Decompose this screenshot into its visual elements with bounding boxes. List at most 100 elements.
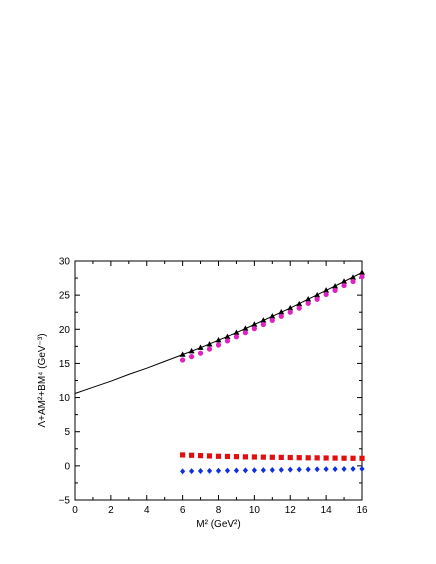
- circle-marker: [359, 274, 365, 280]
- x-tick-label: 0: [72, 505, 78, 516]
- diamond-marker: [359, 465, 365, 472]
- data-marks: [179, 269, 365, 475]
- circle-marker: [251, 326, 257, 332]
- triangle-marker: [350, 274, 357, 280]
- circle-marker: [197, 350, 204, 356]
- diamond-marker: [233, 467, 240, 474]
- square-marker: [251, 454, 257, 460]
- triangle-marker: [287, 304, 294, 311]
- triangle-marker: [305, 296, 312, 302]
- x-tick-label: 14: [321, 505, 333, 516]
- triangle-marker: [206, 341, 213, 347]
- diamond-marker: [260, 467, 266, 474]
- x-tick-label: 10: [249, 505, 261, 516]
- square-marker: [314, 455, 320, 461]
- square-marker: [296, 455, 302, 461]
- circle-marker: [296, 305, 302, 311]
- circle-marker: [323, 291, 329, 298]
- y-tick-label: 15: [59, 359, 71, 370]
- diamond-marker: [341, 465, 347, 472]
- square-marker: [197, 453, 204, 459]
- triangle-marker: [197, 344, 204, 350]
- x-tick-label: 2: [108, 505, 114, 516]
- y-tick-label: 20: [59, 325, 71, 336]
- triangle-marker: [224, 333, 231, 339]
- y-axis-ticks: −5 0 5 10 15 20 25 30: [59, 257, 362, 507]
- circle-marker: [180, 357, 186, 363]
- triangle-marker: [188, 347, 195, 354]
- diamond-marker: [296, 466, 302, 473]
- y-axis-label: Λ+AM²+BM⁴ (GeV⁻³): [37, 333, 48, 427]
- square-marker: [206, 453, 213, 459]
- square-marker: [287, 454, 293, 461]
- square-marker: [180, 452, 186, 458]
- square-marker: [323, 455, 329, 461]
- triangle-marker: [332, 283, 339, 289]
- circle-marker: [224, 338, 231, 344]
- x-axis-ticks: 0 2 4 6 8 10 12 14 16: [72, 261, 368, 516]
- diamond-marker: [332, 466, 338, 473]
- fit-curve-line: [74, 272, 363, 394]
- circle-marker: [233, 334, 240, 340]
- triangle-marker: [233, 329, 240, 335]
- diamond-marker: [251, 467, 257, 474]
- square-marker: [278, 454, 284, 460]
- triangle-marker: [341, 278, 348, 284]
- y-tick-label: 5: [64, 427, 70, 438]
- diamond-marker: [278, 466, 284, 473]
- circle-marker: [314, 296, 320, 302]
- y-tick-label: −5: [59, 496, 71, 507]
- triangle-marker: [179, 351, 186, 357]
- triangle-marker: [251, 321, 258, 327]
- y-tick-label: 10: [59, 393, 71, 404]
- square-marker: [260, 454, 266, 460]
- triangle-marker: [278, 309, 285, 315]
- circle-marker: [206, 346, 213, 352]
- square-marker: [359, 455, 365, 461]
- diamond-marker: [287, 466, 293, 473]
- diamond-marker: [215, 467, 222, 474]
- circle-marker: [278, 313, 284, 319]
- diamond-marker: [323, 466, 329, 473]
- circle-marker: [242, 330, 249, 336]
- diamond-marker: [269, 466, 275, 473]
- circle-marker: [305, 300, 311, 306]
- y-tick-label: 30: [59, 257, 71, 268]
- square-marker: [188, 452, 195, 458]
- triangle-marker: [323, 287, 330, 293]
- triangle-marker: [296, 300, 303, 307]
- x-tick-label: 8: [216, 505, 222, 516]
- triangle-marker: [260, 317, 267, 323]
- square-marker: [224, 453, 231, 460]
- circle-marker: [287, 309, 293, 315]
- circle-marker: [269, 317, 275, 324]
- square-marker: [350, 455, 356, 461]
- circle-marker: [341, 282, 347, 289]
- diamond-marker: [350, 465, 356, 472]
- x-tick-label: 16: [356, 505, 368, 516]
- circle-marker: [332, 287, 338, 293]
- circle-marker: [350, 278, 356, 285]
- circle-marker: [215, 342, 222, 348]
- diamond-marker: [314, 466, 320, 473]
- triangle-marker: [269, 313, 276, 319]
- diamond-marker: [224, 467, 231, 474]
- y-tick-label: 25: [59, 291, 71, 302]
- diamond-marker: [305, 466, 311, 473]
- triangle-marker: [359, 269, 365, 275]
- triangle-marker: [242, 325, 249, 331]
- square-marker: [233, 454, 240, 460]
- diamond-marker: [188, 468, 195, 475]
- square-marker: [269, 454, 275, 460]
- diamond-marker: [180, 468, 186, 475]
- x-tick-label: 6: [180, 505, 186, 516]
- diamond-marker: [242, 467, 249, 474]
- x-axis-label: M² (GeV²): [196, 519, 240, 530]
- square-marker: [341, 455, 347, 461]
- x-tick-label: 12: [285, 505, 297, 516]
- triangle-marker: [314, 291, 321, 298]
- triangle-marker: [215, 337, 222, 343]
- y-tick-label: 0: [64, 461, 70, 472]
- diamond-marker: [206, 467, 213, 474]
